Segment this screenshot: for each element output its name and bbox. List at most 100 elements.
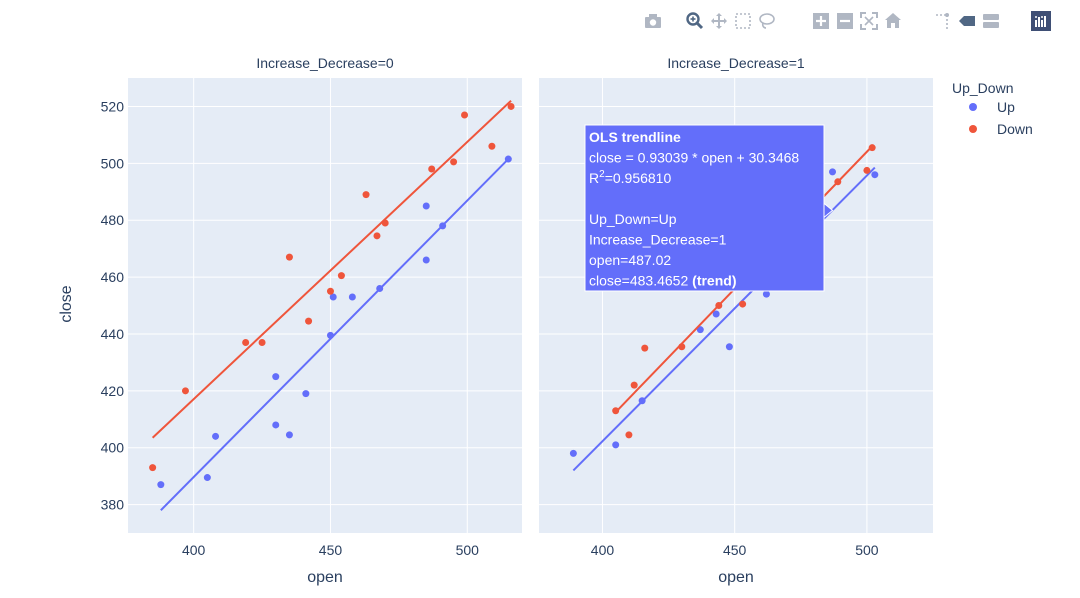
point-up[interactable] bbox=[569, 449, 577, 457]
legend-item-down[interactable]: Down bbox=[969, 121, 1033, 137]
point-up[interactable] bbox=[696, 326, 704, 334]
point-up[interactable] bbox=[725, 343, 733, 351]
point-up[interactable] bbox=[376, 284, 384, 292]
camera-icon bbox=[645, 14, 661, 28]
subplot-title: Increase_Decrease=0 bbox=[256, 55, 394, 71]
zoom-out-button[interactable] bbox=[832, 8, 858, 34]
point-down[interactable] bbox=[834, 178, 842, 186]
legend-marker bbox=[969, 125, 977, 133]
point-down[interactable] bbox=[630, 381, 638, 389]
point-up[interactable] bbox=[348, 293, 356, 301]
point-up[interactable] bbox=[439, 222, 447, 230]
point-down[interactable] bbox=[863, 166, 871, 174]
plotly-logo-icon bbox=[1031, 11, 1051, 31]
modebar bbox=[640, 8, 1060, 34]
point-up[interactable] bbox=[329, 293, 337, 301]
point-down[interactable] bbox=[373, 232, 381, 240]
point-down[interactable] bbox=[181, 387, 189, 395]
hover-compare-button[interactable] bbox=[978, 8, 1004, 34]
point-down[interactable] bbox=[641, 344, 649, 352]
autoscale-button[interactable] bbox=[856, 8, 882, 34]
y-tick-label: 440 bbox=[101, 326, 125, 342]
point-up[interactable] bbox=[422, 256, 430, 264]
y-axis-title: close bbox=[58, 285, 75, 322]
hover-box bbox=[584, 124, 825, 292]
point-down[interactable] bbox=[488, 142, 496, 150]
hover-closest-button[interactable] bbox=[954, 8, 980, 34]
point-down[interactable] bbox=[715, 302, 723, 309]
point-up[interactable] bbox=[612, 441, 620, 449]
y-tick-label: 500 bbox=[101, 155, 125, 171]
point-up[interactable] bbox=[762, 290, 770, 298]
point-up[interactable] bbox=[504, 155, 512, 163]
hover-closest-icon bbox=[959, 16, 975, 26]
spike-lines-icon bbox=[936, 13, 949, 29]
point-down[interactable] bbox=[612, 407, 620, 415]
plotly-logo-button[interactable] bbox=[1028, 8, 1054, 34]
point-up[interactable] bbox=[203, 474, 211, 482]
point-down[interactable] bbox=[381, 219, 389, 227]
point-up[interactable] bbox=[712, 310, 720, 318]
point-up[interactable] bbox=[422, 202, 430, 210]
box-select-icon bbox=[735, 13, 751, 29]
point-down[interactable] bbox=[285, 253, 293, 261]
x-axis-title: open bbox=[307, 569, 343, 586]
trendline-up[interactable] bbox=[572, 166, 876, 472]
pan-icon bbox=[711, 13, 727, 29]
zoom-in-button[interactable] bbox=[808, 8, 834, 34]
point-up[interactable] bbox=[272, 421, 280, 429]
lasso-button[interactable] bbox=[754, 8, 780, 34]
point-up[interactable] bbox=[285, 431, 293, 439]
hover-equation: close = 0.93039 * open + 30.3468 bbox=[589, 150, 799, 166]
point-up[interactable] bbox=[871, 171, 879, 179]
trendline-up[interactable] bbox=[160, 158, 510, 511]
point-down[interactable] bbox=[868, 144, 876, 152]
point-up[interactable] bbox=[326, 331, 334, 339]
point-down[interactable] bbox=[507, 102, 515, 110]
spike-lines-button[interactable] bbox=[930, 8, 956, 34]
hover-close: close=483.4652 (trend) bbox=[589, 273, 736, 289]
point-up[interactable] bbox=[302, 390, 310, 398]
hover-compare-icon bbox=[983, 14, 999, 28]
point-down[interactable] bbox=[461, 111, 469, 119]
y-tick-label: 460 bbox=[101, 269, 125, 285]
zoom-in-icon bbox=[813, 13, 829, 29]
hover-title: OLS trendline bbox=[589, 129, 681, 145]
point-up[interactable] bbox=[212, 432, 220, 440]
legend-title: Up_Down bbox=[952, 80, 1013, 96]
point-down[interactable] bbox=[450, 158, 458, 166]
point-up[interactable] bbox=[157, 481, 165, 489]
x-tick-label: 500 bbox=[456, 542, 480, 558]
point-down[interactable] bbox=[258, 338, 266, 346]
point-up[interactable] bbox=[829, 168, 837, 176]
point-down[interactable] bbox=[362, 191, 370, 199]
point-down[interactable] bbox=[305, 317, 313, 325]
zoom-button[interactable] bbox=[682, 8, 708, 34]
legend-item-up[interactable]: Up bbox=[969, 99, 1015, 115]
y-tick-label: 380 bbox=[101, 497, 125, 513]
point-down[interactable] bbox=[625, 431, 633, 439]
legend-label: Up bbox=[997, 99, 1015, 115]
y-tick-label: 420 bbox=[101, 383, 125, 399]
box-select-button[interactable] bbox=[730, 8, 756, 34]
legend-marker bbox=[969, 103, 977, 111]
point-down[interactable] bbox=[326, 287, 334, 295]
point-up[interactable] bbox=[638, 397, 646, 405]
point-down[interactable] bbox=[739, 300, 747, 308]
zoom-icon bbox=[686, 12, 704, 30]
reset-axes-button[interactable] bbox=[880, 8, 906, 34]
x-axis-title: open bbox=[718, 569, 754, 586]
point-down[interactable] bbox=[678, 343, 686, 351]
point-down[interactable] bbox=[428, 165, 436, 173]
x-tick-label: 500 bbox=[855, 542, 879, 558]
trendline-down[interactable] bbox=[151, 100, 512, 439]
point-up[interactable] bbox=[272, 373, 280, 381]
camera-button[interactable] bbox=[640, 8, 666, 34]
point-down[interactable] bbox=[337, 272, 345, 280]
autoscale-icon bbox=[860, 12, 878, 30]
pan-button[interactable] bbox=[706, 8, 732, 34]
point-down[interactable] bbox=[242, 338, 250, 346]
point-down[interactable] bbox=[149, 464, 157, 472]
